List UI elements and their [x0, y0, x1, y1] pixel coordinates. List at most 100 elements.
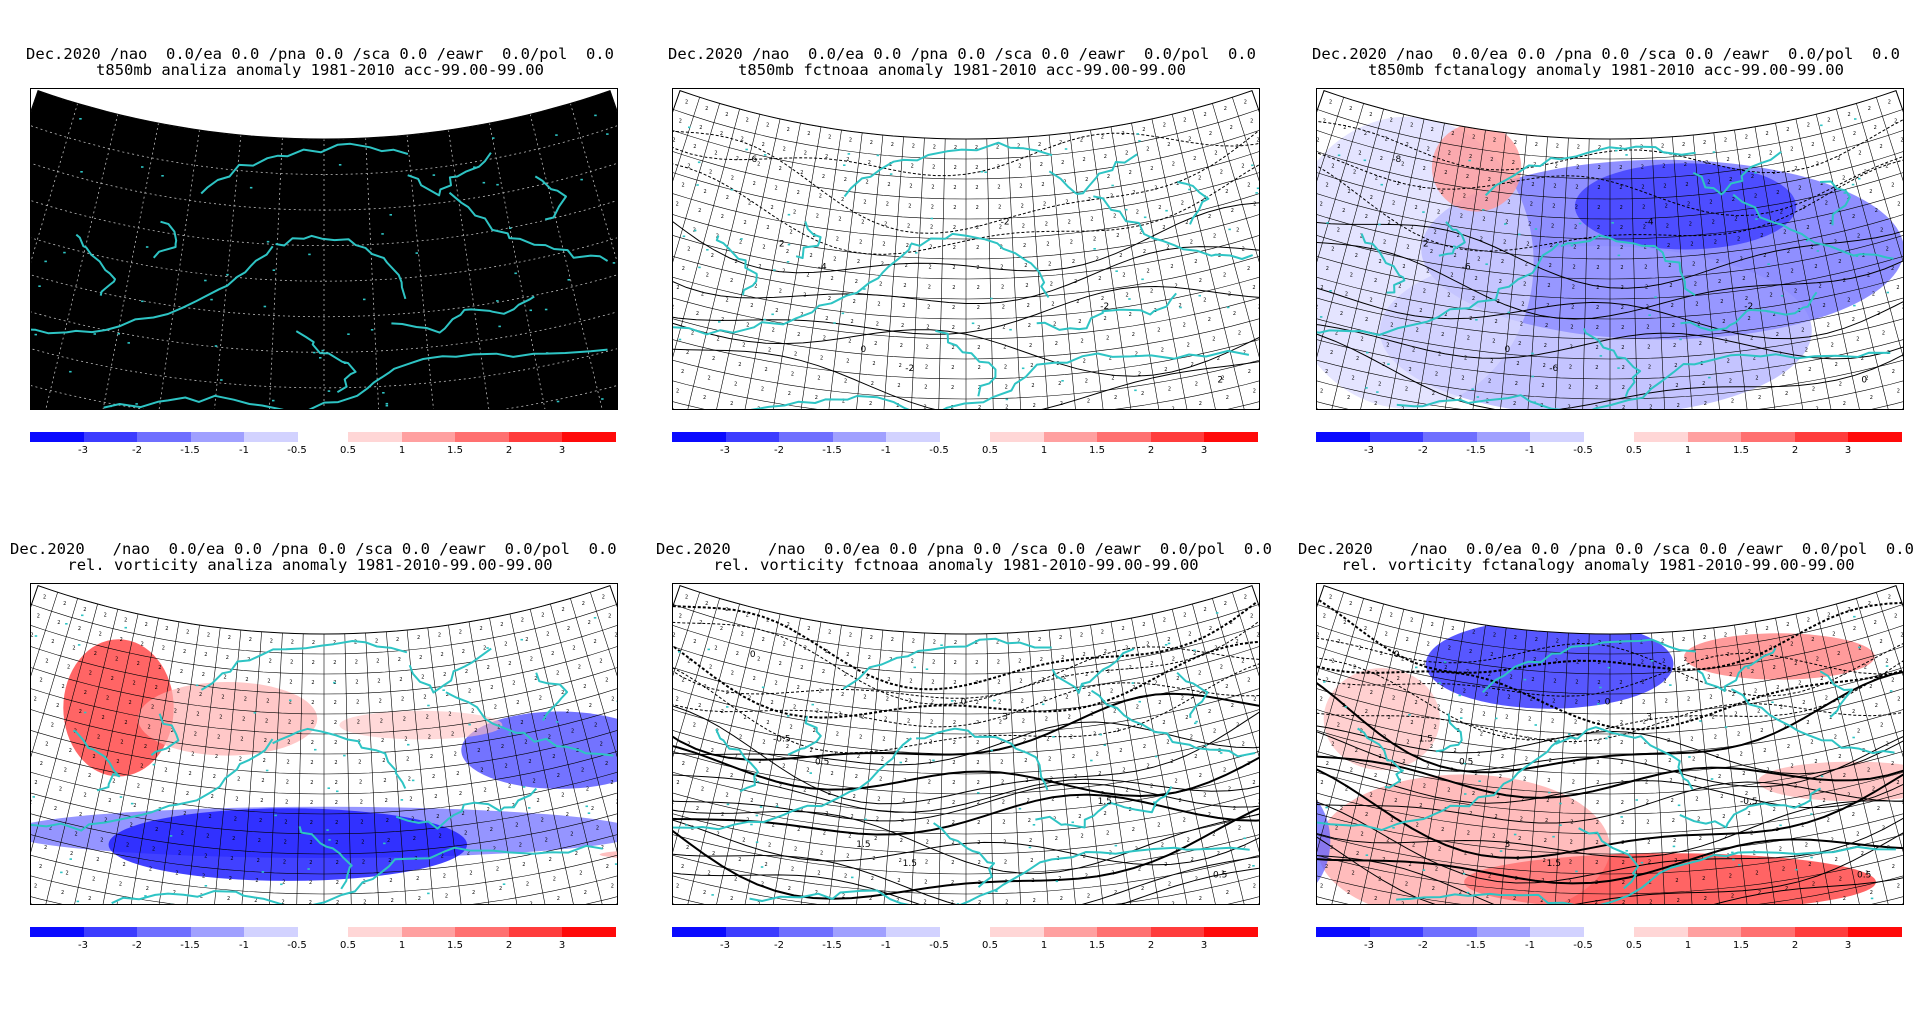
grid-point-label: 2 — [699, 125, 702, 131]
grid-point-label: 2 — [1065, 695, 1068, 701]
grid-point-label: 2 — [775, 681, 778, 687]
grid-point-label: 2 — [1556, 143, 1559, 149]
grid-point-label: 2 — [608, 613, 611, 619]
grid-point-label: 2 — [1694, 281, 1697, 287]
grid-point-label: 2 — [230, 856, 233, 862]
grid-point-label: 2 — [912, 638, 915, 644]
grid-point-label: 2 — [676, 202, 679, 208]
grid-point-label: 2 — [703, 395, 706, 401]
grid-point-label: 2 — [738, 362, 741, 368]
coastline-fragment — [863, 288, 866, 290]
grid-point-label: 2 — [997, 184, 1000, 190]
grid-point-label: 2 — [1238, 826, 1241, 832]
grid-point-label: 2 — [1682, 142, 1685, 148]
coastline-fragment — [1179, 307, 1182, 309]
grid-point-label: 2 — [285, 799, 288, 805]
grid-point-label: 2 — [1323, 118, 1326, 124]
grid-point-label: 2 — [1734, 217, 1737, 223]
grid-point-label: 2 — [490, 685, 493, 691]
coastline-fragment — [1853, 616, 1856, 618]
grid-point-label: 2 — [886, 202, 889, 208]
grid-point-label: 2 — [1364, 131, 1367, 137]
grid-point-label: 2 — [1383, 239, 1386, 245]
grid-point-label: 2 — [404, 737, 407, 743]
coastline-fragment — [473, 166, 476, 168]
grid-point-label: 2 — [849, 632, 852, 638]
grid-point-label: 2 — [853, 299, 856, 305]
grid-point-label: 2 — [1892, 369, 1895, 375]
grid-point-label: 2 — [870, 635, 873, 641]
grid-point-label: 2 — [876, 321, 879, 327]
grid-point-label: 2 — [202, 672, 205, 678]
coastline-fragment — [1871, 898, 1874, 900]
grid-point-label: 2 — [1576, 164, 1579, 170]
grid-point-label: 2 — [1028, 818, 1031, 824]
grid-point-label: 2 — [249, 637, 252, 643]
colorbar-swatch — [1204, 927, 1258, 937]
contour-label: 0 — [1505, 345, 1511, 355]
colorbar-swatch — [1634, 927, 1688, 937]
grid-point-label: 2 — [54, 806, 57, 812]
grid-point-label: 2 — [998, 204, 1001, 210]
grid-point-label: 2 — [1896, 780, 1899, 786]
grid-point-label: 2 — [1460, 213, 1463, 219]
grid-point-label: 2 — [1190, 239, 1193, 245]
coastline-fragment — [757, 781, 760, 783]
grid-point-label: 2 — [237, 776, 240, 782]
grid-point-label: 2 — [1172, 406, 1175, 409]
colorbar-tick-label: 3 — [1845, 445, 1851, 456]
grid-point-label: 2 — [219, 714, 222, 720]
grid-point-label: 2 — [211, 794, 214, 800]
grid-point-label: 2 — [1682, 637, 1685, 643]
grid-point-label: 2 — [1838, 754, 1841, 760]
coastline-fragment — [1056, 881, 1059, 883]
grid-point-label: 2 — [874, 836, 877, 842]
grid-point-label: 2 — [1675, 383, 1678, 389]
grid-point-label: 2 — [204, 854, 207, 860]
coastline-fragment — [1128, 298, 1131, 300]
grid-point-label: 2 — [953, 185, 956, 191]
grid-point-label: 2 — [508, 783, 511, 789]
grid-point-label: 2 — [975, 660, 978, 666]
grid-point-label: 2 — [1430, 249, 1433, 255]
grid-point-label: 2 — [385, 798, 388, 804]
grid-point-label: 2 — [1816, 406, 1819, 409]
grid-point-label: 2 — [1773, 807, 1776, 813]
colorbar-tick-label: -2 — [774, 940, 784, 951]
coastline-fragment — [1625, 154, 1628, 156]
grid-point-label: 2 — [155, 827, 158, 833]
contour-label: 0 — [1605, 697, 1611, 707]
grid-point-label: 2 — [771, 205, 774, 211]
coastline-fragment — [38, 285, 41, 287]
grid-point-label: 2 — [1416, 328, 1419, 334]
grid-point-label: 2 — [761, 387, 764, 393]
contour-label: 0 — [1861, 375, 1867, 385]
grid-point-label: 2 — [516, 700, 519, 706]
grid-point-label: 2 — [1490, 157, 1493, 163]
colorbar-tick-label: -3 — [720, 940, 730, 951]
colorbar-swatch — [1423, 927, 1477, 937]
grid-point-label: 2 — [1068, 714, 1071, 720]
grid-point-label: 2 — [1897, 389, 1900, 395]
coastline-fragment — [1617, 367, 1620, 369]
colorbar-swatch — [348, 432, 402, 442]
coastline-fragment — [371, 329, 374, 331]
grid-point-label: 2 — [487, 665, 490, 671]
colorbar-swatch — [191, 927, 245, 937]
grid-point-label: 2 — [37, 613, 40, 619]
grid-point-label: 2 — [1692, 757, 1695, 763]
grid-point-label: 2 — [1083, 854, 1086, 860]
grid-point-label: 2 — [1096, 751, 1099, 757]
grid-point-label: 2 — [1230, 125, 1233, 131]
grid-point-label: 2 — [793, 210, 796, 216]
grid-point-label: 2 — [504, 641, 507, 647]
grid-point-label: 2 — [822, 174, 825, 180]
coastline-fragment — [613, 262, 616, 264]
colorbar-swatch — [1741, 432, 1795, 442]
grid-point-label: 2 — [1695, 796, 1698, 802]
grid-point-label: 2 — [611, 884, 614, 890]
grid-point-label: 2 — [1621, 345, 1624, 351]
grid-point-label: 2 — [871, 876, 874, 882]
colorbar-swatch — [1795, 432, 1849, 442]
